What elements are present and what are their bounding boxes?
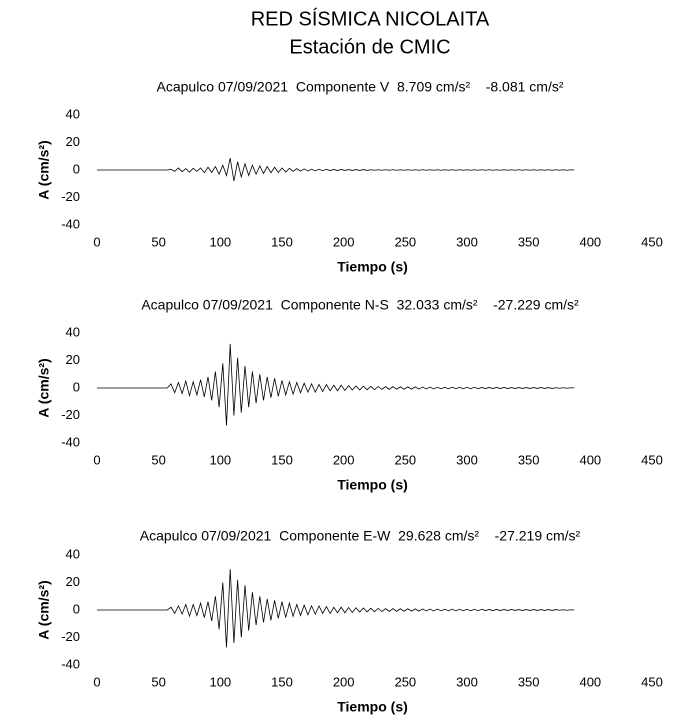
x-tick-label: 300 bbox=[456, 674, 478, 689]
x-tick-label: 250 bbox=[394, 452, 416, 467]
y-tick-label: -40 bbox=[61, 216, 80, 231]
x-tick-label: 450 bbox=[641, 674, 663, 689]
y-tick-label: 0 bbox=[73, 379, 80, 394]
x-tick-label: 200 bbox=[333, 452, 355, 467]
x-tick-label: 200 bbox=[333, 674, 355, 689]
x-tick-label: 450 bbox=[641, 234, 663, 249]
y-tick-label: 20 bbox=[66, 352, 80, 367]
x-tick-label: 150 bbox=[271, 674, 293, 689]
x-tick-label: 100 bbox=[209, 234, 231, 249]
waveform bbox=[97, 157, 575, 182]
y-tick-label: -20 bbox=[61, 189, 80, 204]
x-tick-label: 50 bbox=[151, 452, 165, 467]
x-tick-label: 50 bbox=[151, 674, 165, 689]
x-tick-label: 400 bbox=[579, 674, 601, 689]
x-tick-label: 400 bbox=[579, 452, 601, 467]
x-tick-label: 100 bbox=[209, 452, 231, 467]
waveform bbox=[97, 569, 575, 648]
y-tick-label: -40 bbox=[61, 434, 80, 449]
x-tick-label: 400 bbox=[579, 234, 601, 249]
x-tick-label: 0 bbox=[93, 674, 100, 689]
x-axis-label: Tiempo (s) bbox=[337, 477, 408, 493]
chart-title: Acapulco 07/09/2021 Componente V 8.709 c… bbox=[157, 79, 564, 95]
x-tick-label: 0 bbox=[93, 452, 100, 467]
y-axis-label: A (cm/s²) bbox=[36, 358, 52, 417]
x-axis-label: Tiempo (s) bbox=[337, 259, 408, 275]
y-axis-label: A (cm/s²) bbox=[36, 580, 52, 639]
x-tick-label: 250 bbox=[394, 674, 416, 689]
chart-title: Acapulco 07/09/2021 Componente E-W 29.62… bbox=[140, 528, 581, 544]
x-tick-label: 300 bbox=[456, 234, 478, 249]
y-tick-label: 40 bbox=[66, 324, 80, 339]
y-tick-label: 40 bbox=[66, 546, 80, 561]
y-axis-label: A (cm/s²) bbox=[36, 140, 52, 199]
x-tick-label: 350 bbox=[518, 674, 540, 689]
y-tick-label: -40 bbox=[61, 656, 80, 671]
y-tick-label: -20 bbox=[61, 629, 80, 644]
y-tick-label: 0 bbox=[73, 161, 80, 176]
y-tick-label: -20 bbox=[61, 407, 80, 422]
x-tick-label: 300 bbox=[456, 452, 478, 467]
x-tick-label: 350 bbox=[518, 452, 540, 467]
x-tick-label: 200 bbox=[333, 234, 355, 249]
waveform bbox=[97, 343, 575, 426]
figure-subtitle: Estación de CMIC bbox=[289, 36, 450, 58]
x-tick-label: 250 bbox=[394, 234, 416, 249]
x-tick-label: 150 bbox=[271, 234, 293, 249]
chart-title: Acapulco 07/09/2021 Componente N-S 32.03… bbox=[141, 297, 579, 313]
y-tick-label: 20 bbox=[66, 574, 80, 589]
figure-title: RED SÍSMICA NICOLAITA bbox=[251, 7, 490, 30]
x-tick-label: 150 bbox=[271, 452, 293, 467]
y-tick-label: 40 bbox=[66, 106, 80, 121]
x-tick-label: 0 bbox=[93, 234, 100, 249]
x-tick-label: 50 bbox=[151, 234, 165, 249]
y-tick-label: 20 bbox=[66, 134, 80, 149]
x-tick-label: 450 bbox=[641, 452, 663, 467]
x-tick-label: 350 bbox=[518, 234, 540, 249]
x-axis-label: Tiempo (s) bbox=[337, 699, 408, 715]
x-tick-label: 100 bbox=[209, 674, 231, 689]
y-tick-label: 0 bbox=[73, 601, 80, 616]
